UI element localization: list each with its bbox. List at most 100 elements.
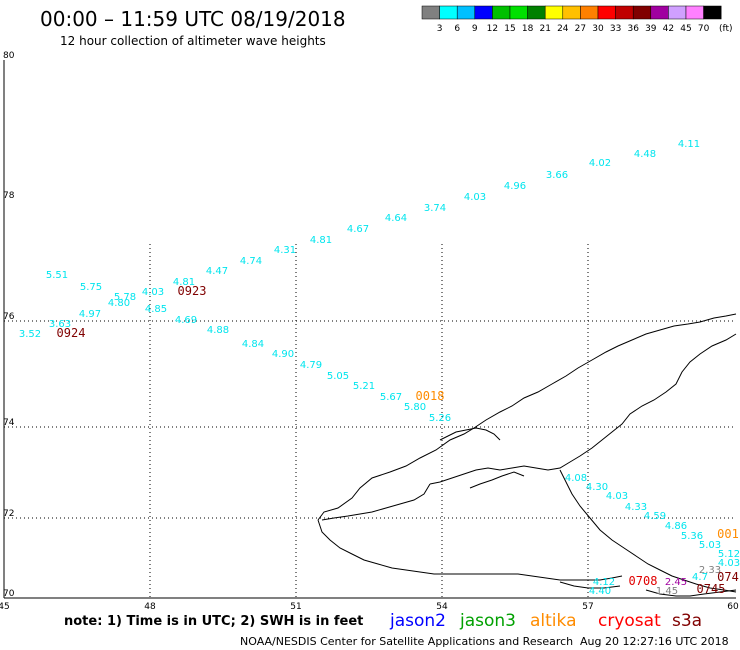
colorbar-tick: 6 (454, 24, 460, 34)
wave-height-labels: 4.11 4.48 4.02 3.66 4.96 4.03 3.74 4.64 4.67 4.81… (19, 139, 740, 597)
colorbar-tick: 15 (504, 24, 515, 34)
lon-tick-label: 57 (582, 602, 593, 612)
wave-height-value: 4.31 (274, 245, 296, 256)
wave-height-value: 4.84 (242, 339, 264, 350)
colorbar-swatch (509, 5, 528, 20)
colorbar-tick: 24 (557, 24, 569, 34)
wave-height-value: 4.90 (272, 349, 294, 360)
lat-lon-grid (4, 244, 736, 598)
wave-height-value: 4.03 (142, 287, 164, 298)
wave-height-value: 1.45 (656, 586, 678, 597)
lon-tick-label: 45 (0, 602, 10, 612)
wave-height-value: 4.08 (565, 473, 587, 484)
wave-height-value: 2.45 (665, 577, 687, 588)
wave-height-value: 5.78 (114, 292, 136, 303)
wave-height-value: 5.03 (699, 540, 721, 551)
colorbar-tick: 3 (437, 24, 443, 34)
colorbar-swatch (527, 5, 546, 20)
colorbar-tick: 45 (680, 24, 691, 34)
colorbar-tick: 18 (522, 24, 534, 34)
wave-height-value: 4.03 (606, 491, 628, 502)
credit-text: NOAA/NESDIS Center for Satellite Applica… (240, 635, 573, 648)
colorbar-tick: 9 (472, 24, 478, 34)
page-subtitle: 12 hour collection of altimeter wave hei… (60, 34, 326, 48)
satellite-legend-jason2: jason2 (389, 611, 446, 631)
wave-height-value: 4.40 (589, 586, 611, 597)
footer-note: note: 1) Time is in UTC; 2) SWH is in fe… (64, 614, 363, 629)
wave-height-value: 4.03 (464, 192, 486, 203)
wave-height-value: 4.67 (347, 224, 369, 235)
colorbar-swatch (421, 5, 440, 20)
colorbar-swatch (685, 5, 704, 20)
wave-height-value: 5.80 (404, 402, 426, 413)
colorbar-tick: 70 (698, 24, 710, 34)
lat-tick-label: 74 (3, 418, 15, 428)
wave-height-value: 4.81 (173, 277, 195, 288)
colorbar-swatch (544, 5, 564, 20)
wave-height-value: 3.63 (49, 319, 71, 330)
pass-time-label: 0708 (629, 574, 658, 588)
colorbar-swatch (492, 5, 511, 20)
satellite-legend-cryosat: cryosat (598, 611, 661, 631)
lon-tick-label: 54 (436, 602, 448, 612)
wave-height-colorbar: 3 6 9 12 15 18 21 24 27 30 33 36 39 42 45 70 (ft) (421, 5, 733, 34)
wave-height-value: 5.21 (353, 381, 375, 392)
wave-height-value: 4.12 (593, 577, 615, 588)
wave-height-value: 5.12 (718, 549, 740, 560)
colorbar-swatch (474, 5, 493, 20)
colorbar-tick: 27 (575, 24, 586, 34)
longitude-axis: 45 48 51 54 57 60 (0, 602, 739, 612)
colorbar-swatch (632, 5, 652, 20)
wave-height-value: 4.30 (586, 482, 608, 493)
lon-tick-label: 60 (727, 602, 739, 612)
wave-height-value: 2.33 (699, 565, 721, 576)
wave-height-value: 5.51 (46, 270, 68, 281)
wave-height-value: 4.33 (625, 502, 647, 513)
latitude-axis: 80 78 76 74 72 70 (3, 51, 15, 599)
colorbar-swatch (580, 5, 599, 20)
pass-time-label: 0924 (57, 326, 86, 340)
wave-height-value: 4.69 (175, 315, 197, 326)
coastline (317, 313, 737, 597)
pass-time-label: 0923 (178, 284, 207, 298)
wave-height-value: 4.97 (79, 309, 101, 320)
colorbar-tick: 33 (610, 24, 621, 34)
lat-tick-label: 70 (3, 589, 15, 599)
wave-height-value: 4.96 (504, 181, 526, 192)
wave-height-value: 4.85 (145, 304, 167, 315)
wave-height-value: 3.52 (19, 329, 41, 340)
wave-height-value: 4.86 (665, 521, 687, 532)
wave-height-value: 4.81 (310, 235, 332, 246)
satellite-legend-jason3: jason3 (459, 611, 516, 631)
lat-tick-label: 72 (3, 509, 14, 519)
wave-height-value: 4.80 (108, 298, 130, 309)
lon-tick-label: 48 (144, 602, 156, 612)
pass-time-label: 001 (717, 527, 739, 541)
wave-height-value: 3.74 (424, 203, 446, 214)
pass-time-label: 0018 (416, 389, 445, 403)
page-title: 00:00 – 11:59 UTC 08/19/2018 (40, 7, 346, 31)
colorbar-tick: 12 (487, 24, 498, 34)
wave-height-value: 4.47 (206, 266, 228, 277)
colorbar-swatch (562, 5, 581, 20)
wave-height-value: 5.36 (681, 531, 703, 542)
colorbar-swatch (703, 5, 722, 20)
colorbar-tick: 42 (663, 24, 674, 34)
colorbar-swatch (615, 5, 634, 20)
pass-time-label: 0745 (697, 582, 726, 596)
colorbar-swatch (597, 5, 616, 20)
satellite-legend-s3a: s3a (672, 611, 702, 631)
colorbar-tick: 30 (592, 24, 604, 34)
colorbar-swatch (439, 5, 458, 20)
wave-height-value: 4.59 (644, 511, 666, 522)
colorbar-swatch (456, 5, 476, 20)
colorbar-swatch (668, 5, 687, 20)
wave-height-value: 4.88 (207, 325, 229, 336)
wave-height-value: 5.67 (380, 392, 402, 403)
plot-frame (3, 60, 736, 599)
colorbar-tick: 36 (627, 24, 639, 34)
colorbar-unit: (ft) (719, 24, 733, 34)
wave-height-value: 4.02 (589, 158, 611, 169)
